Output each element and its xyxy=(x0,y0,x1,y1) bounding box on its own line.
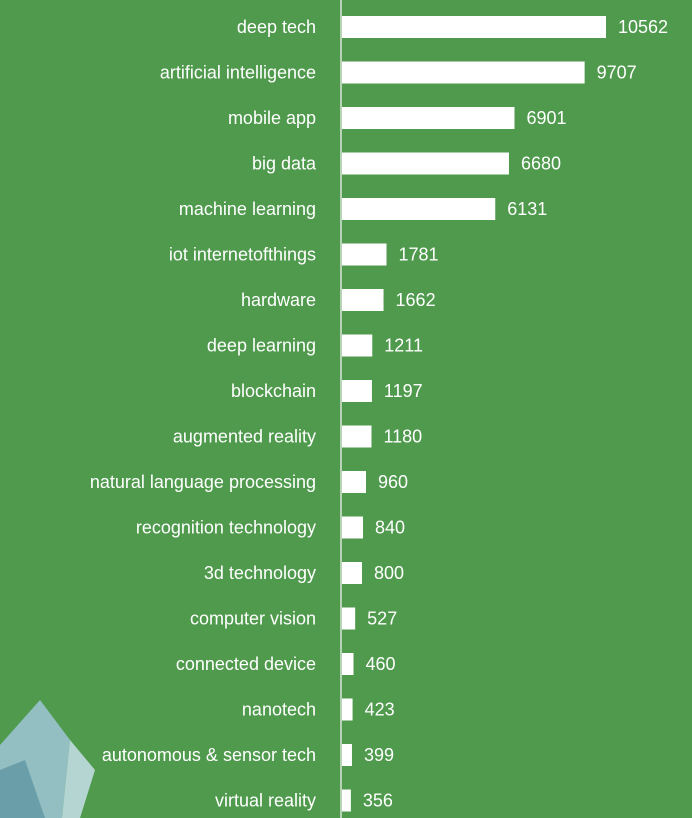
category-label: mobile app xyxy=(228,108,316,128)
category-label: deep tech xyxy=(237,17,316,37)
bar xyxy=(342,198,496,220)
value-label: 840 xyxy=(375,517,405,537)
value-label: 960 xyxy=(378,472,408,492)
value-label: 1211 xyxy=(384,335,423,355)
value-label: 460 xyxy=(365,654,395,674)
value-label: 399 xyxy=(364,745,394,765)
category-label: connected device xyxy=(176,654,316,674)
value-label: 527 xyxy=(367,608,397,628)
category-label: machine learning xyxy=(179,199,316,219)
category-label: augmented reality xyxy=(173,426,316,446)
category-label: artificial intelligence xyxy=(160,62,316,82)
bar xyxy=(342,789,351,812)
bar xyxy=(342,16,606,38)
category-label: autonomous & sensor tech xyxy=(102,745,316,765)
category-label: hardware xyxy=(241,290,316,310)
bar xyxy=(342,607,356,630)
category-label: nanotech xyxy=(242,699,316,719)
category-label: computer vision xyxy=(190,608,316,628)
bar xyxy=(342,61,585,84)
value-label: 6131 xyxy=(507,199,547,219)
category-label: 3d technology xyxy=(204,563,316,583)
bar xyxy=(342,152,509,175)
value-label: 6901 xyxy=(526,108,566,128)
category-label: iot internetofthings xyxy=(169,244,316,264)
value-label: 1781 xyxy=(399,244,439,264)
bar xyxy=(342,107,515,129)
value-label: 9707 xyxy=(597,62,637,82)
bar xyxy=(342,562,362,584)
category-label: virtual reality xyxy=(215,790,316,810)
bar xyxy=(342,289,384,311)
value-label: 356 xyxy=(363,790,393,810)
bar xyxy=(342,425,372,448)
category-label: natural language processing xyxy=(90,472,316,492)
value-label: 10562 xyxy=(618,17,668,37)
category-label: blockchain xyxy=(231,381,316,401)
decoration xyxy=(0,700,95,818)
bar xyxy=(342,744,352,766)
category-label: recognition technology xyxy=(136,517,316,537)
bar xyxy=(342,471,366,493)
value-label: 6680 xyxy=(521,153,561,173)
value-label: 800 xyxy=(374,563,404,583)
crystal-shadow xyxy=(0,760,45,818)
bar xyxy=(342,243,387,266)
bar xyxy=(342,653,354,675)
crystal-facet xyxy=(40,700,95,818)
bar xyxy=(342,380,372,402)
value-label: 1662 xyxy=(396,290,436,310)
bar xyxy=(342,698,353,721)
category-label: deep learning xyxy=(207,335,316,355)
bar xyxy=(342,516,363,539)
value-label: 1197 xyxy=(384,381,423,401)
value-label: 1180 xyxy=(383,426,422,446)
category-label: big data xyxy=(252,153,317,173)
bar xyxy=(342,334,373,357)
value-label: 423 xyxy=(365,699,395,719)
